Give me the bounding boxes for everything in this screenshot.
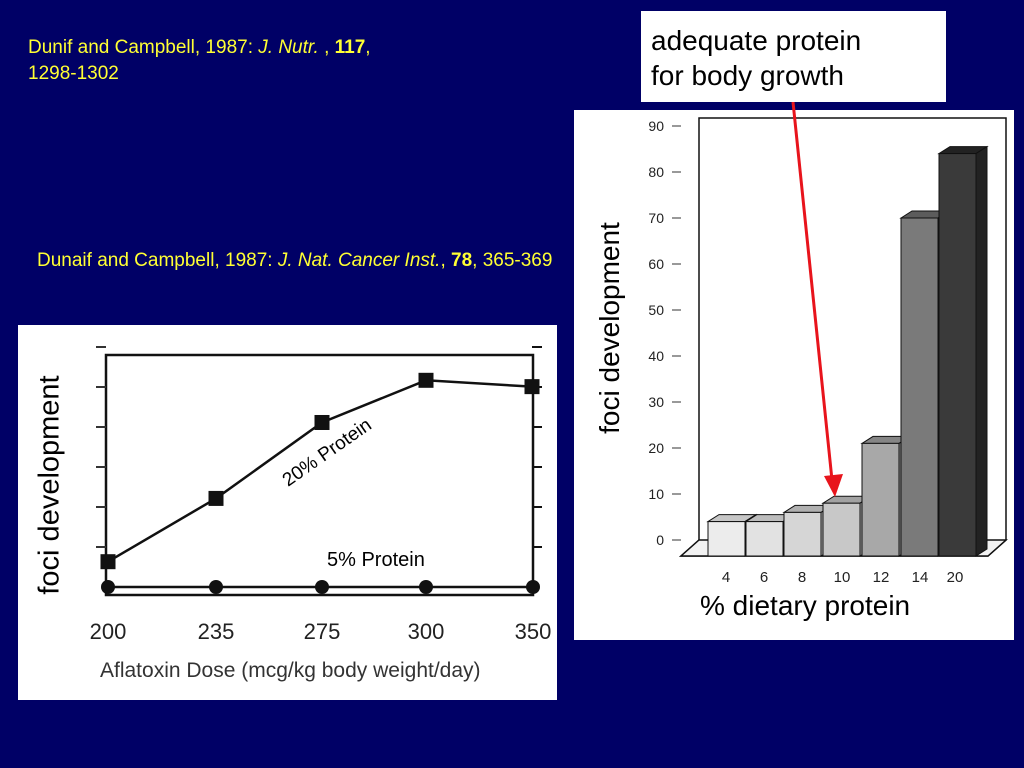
x-tick-label: 6 <box>760 569 768 586</box>
y-tick-label: 30 <box>648 394 664 410</box>
data-point-20-protein <box>524 379 540 395</box>
bar-chart-x-tick-labels: 4 6 8 10 12 14 20 <box>722 569 964 586</box>
bar-chart-bars <box>706 145 989 557</box>
data-point-5-protein <box>419 580 433 594</box>
citation-authors: Dunif and Campbell, 1987: <box>28 37 259 58</box>
bar-front <box>822 502 861 557</box>
x-tick-label: 4 <box>722 569 730 586</box>
y-tick-label: 0 <box>656 532 664 548</box>
x-tick-label: 350 <box>515 619 552 644</box>
aflatoxin-line-chart: 200 235 275 300 350 20% Protein 5% Protein A… <box>90 346 552 682</box>
data-point-20-protein <box>208 490 224 506</box>
data-point-20-protein <box>418 372 434 388</box>
series-label-5-protein: 5% Protein <box>327 549 425 571</box>
citation-journal: J. Nutr. <box>258 37 319 58</box>
line-chart-x-tick-labels: 200 235 275 300 350 <box>90 619 552 644</box>
bar-chart-x-axis-label: % dietary protein <box>700 590 911 621</box>
x-tick-label: 275 <box>304 619 341 644</box>
data-point-5-protein <box>209 580 223 594</box>
line-chart-y-axis-label: foci development <box>33 375 66 595</box>
citation-separator: , <box>318 37 335 58</box>
x-tick-label: 10 <box>834 569 851 586</box>
citation-cancer-institute: Dunaif and Campbell, 1987: J. Nat. Cance… <box>37 248 557 274</box>
x-tick-label: 300 <box>408 619 445 644</box>
bar-front <box>783 511 822 557</box>
x-tick-label: 8 <box>798 569 806 586</box>
citation-authors: Dunaif and Campbell, 1987: <box>37 250 278 271</box>
citation-journal: J. Nat. Cancer Inst. <box>277 250 441 271</box>
bar-front <box>938 153 977 557</box>
x-tick-label: 20 <box>947 569 964 586</box>
line-chart-y-label-box <box>25 345 75 625</box>
adequate-protein-callout: adequate protein for body growth <box>641 11 946 102</box>
line-chart-panel <box>18 325 557 700</box>
bar-chart-y-axis-label: foci development <box>594 222 625 434</box>
callout-line-2: for body growth <box>651 60 844 91</box>
callout-line-1: adequate protein <box>651 25 862 56</box>
data-point-20-protein <box>314 414 330 430</box>
x-tick-label: 14 <box>912 569 929 586</box>
bar-front <box>745 521 784 557</box>
line-chart-x-axis-label: Aflatoxin Dose (mcg/kg body weight/day) <box>100 659 481 682</box>
line-chart-frame <box>104 353 535 597</box>
bar-front <box>861 442 900 557</box>
data-point-5-protein <box>526 580 540 594</box>
y-tick-label: 80 <box>648 164 664 180</box>
y-tick-label: 20 <box>648 440 664 456</box>
citation-pages: 1298-1302 <box>28 63 119 84</box>
citation-pages: , 365-369 <box>472 250 553 271</box>
arrow-shaft <box>791 101 834 481</box>
citation-nutrition: Dunif and Campbell, 1987: J. Nutr. , 117… <box>28 35 568 87</box>
y-tick-label: 10 <box>648 486 664 502</box>
citation-comma: , <box>365 37 371 58</box>
bar-20 <box>937 145 989 557</box>
bar-front <box>707 521 746 557</box>
y-tick-label: 40 <box>648 348 664 364</box>
x-tick-label: 12 <box>873 569 890 586</box>
series-line-20-protein <box>107 379 533 563</box>
x-tick-label: 200 <box>90 619 127 644</box>
bar-chart-y-ticks: 0 10 20 30 40 50 60 70 80 90 <box>648 118 681 548</box>
x-tick-label: 235 <box>198 619 235 644</box>
arrow-head <box>824 474 843 497</box>
bar-front <box>900 217 939 557</box>
line-chart-series <box>100 372 540 594</box>
citation-volume: 117 <box>334 37 366 58</box>
y-tick-label: 50 <box>648 302 664 318</box>
y-tick-label: 60 <box>648 256 664 272</box>
pointer-arrow <box>791 101 843 497</box>
citation-volume: 78 <box>451 250 473 271</box>
citation-separator: , <box>440 250 452 271</box>
y-tick-label: 70 <box>648 210 664 226</box>
data-point-20-protein <box>100 554 116 570</box>
data-point-5-protein <box>315 580 329 594</box>
data-point-5-protein <box>101 580 115 594</box>
y-tick-label: 90 <box>648 118 664 134</box>
dietary-protein-bar-chart: 0 10 20 30 40 50 60 70 80 90 4 6 8 10 12 14 20 <box>648 117 1008 586</box>
bar-side <box>975 145 988 557</box>
